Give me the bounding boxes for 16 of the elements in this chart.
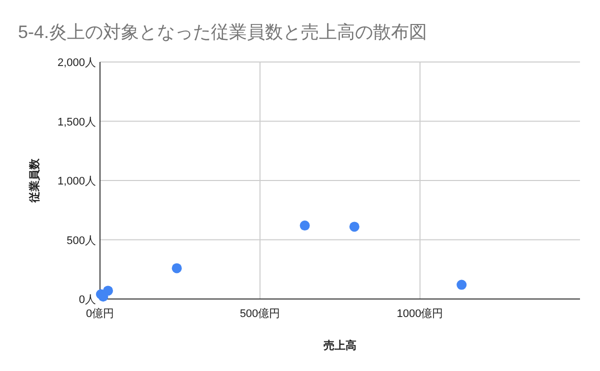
- y-tick-label: 2,000人: [57, 57, 96, 69]
- point: [172, 263, 182, 274]
- point: [300, 220, 310, 231]
- chart-title: 5-4.炎上の対象となった従業員数と売上高の散布図: [18, 22, 428, 42]
- point: [349, 222, 360, 232]
- point: [103, 286, 113, 296]
- x-axis-title: 売上高: [324, 339, 356, 352]
- x-tick-label: 500億円: [240, 307, 280, 320]
- x-tick-label: 1000億円: [396, 307, 444, 320]
- y-tick-label: 0人: [78, 294, 96, 306]
- y-axis-title: 従業員数: [28, 158, 41, 204]
- y-tick-label: 1,000人: [57, 176, 96, 188]
- y-tick-label: 1,500人: [57, 116, 96, 128]
- point: [456, 280, 467, 290]
- y-tick-label: 500人: [66, 234, 96, 247]
- x-tick-label: 0億円: [86, 307, 114, 320]
